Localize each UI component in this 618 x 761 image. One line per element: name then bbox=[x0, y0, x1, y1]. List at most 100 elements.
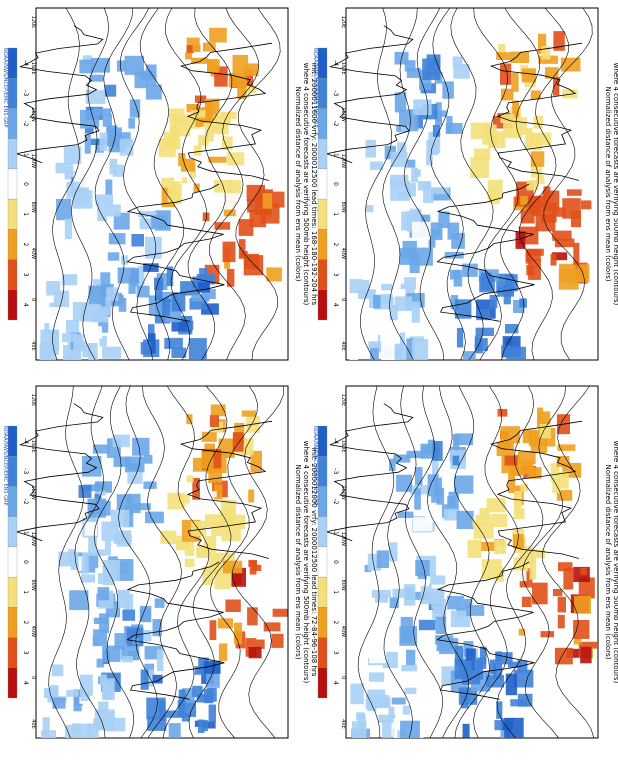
anomaly-cell bbox=[137, 265, 145, 286]
anomaly-cell bbox=[454, 299, 472, 319]
colorbar-tick-label: 1 bbox=[22, 590, 29, 594]
anomaly-cell bbox=[533, 115, 544, 129]
contour-line bbox=[209, 7, 259, 361]
anomaly-cell bbox=[113, 534, 132, 544]
anomaly-cell bbox=[392, 273, 405, 284]
anomaly-cell bbox=[167, 492, 185, 510]
colorbar-swatch bbox=[7, 168, 18, 200]
anomaly-cell bbox=[64, 171, 77, 180]
anomaly-cell bbox=[508, 661, 522, 668]
anomaly-cell bbox=[131, 503, 151, 511]
coastline bbox=[14, 25, 104, 164]
contour-line bbox=[382, 7, 418, 361]
longitude-ticks: 120E 160E 160W 120W 80W 40W 0 40E bbox=[340, 16, 346, 351]
colorbar-tick-label: 3 bbox=[22, 273, 29, 277]
colorbar-tick-label: 1 bbox=[22, 212, 29, 216]
anomaly-cell bbox=[370, 348, 379, 360]
coastline bbox=[489, 420, 583, 559]
panel-lower-right: 120E 160E 160W 120W 80W 40W 0 40E Normalized dis… bbox=[312, 385, 618, 739]
anomaly-cell bbox=[219, 111, 237, 119]
anomaly-cell bbox=[232, 432, 244, 452]
anomaly-cell bbox=[406, 450, 426, 459]
anomaly-cell bbox=[186, 45, 195, 53]
longitude-tick-label: 80W bbox=[340, 201, 346, 212]
anomaly-cell bbox=[129, 99, 141, 118]
anomaly-cell bbox=[500, 114, 515, 123]
anomaly-cell bbox=[239, 86, 257, 94]
anomaly-cell bbox=[475, 327, 494, 336]
anomaly-cell bbox=[192, 477, 200, 500]
anomaly-cell bbox=[155, 281, 163, 301]
anomaly-cell bbox=[573, 620, 590, 639]
anomaly-cell bbox=[365, 205, 374, 213]
longitude-tick-label: 40W bbox=[30, 626, 36, 637]
longitude-tick-label: 0 bbox=[30, 676, 36, 679]
contour-line bbox=[74, 385, 106, 739]
anomaly-cell bbox=[178, 153, 186, 167]
anomaly-cell bbox=[463, 598, 473, 609]
coastline bbox=[324, 25, 414, 164]
colorbar-swatch bbox=[317, 289, 328, 321]
anomaly-cell bbox=[552, 252, 568, 261]
anomaly-cell bbox=[98, 701, 109, 716]
panel-upper-left: 120E 160E 160W 120W 80W 40W 0 40E Normalized dis… bbox=[2, 7, 318, 361]
longitude-tick-label: 120W bbox=[30, 532, 36, 547]
anomaly-cell bbox=[95, 567, 103, 578]
longitude-tick-label: 160W bbox=[30, 107, 36, 122]
colorbar-swatch bbox=[317, 607, 328, 638]
anomaly-cell bbox=[489, 659, 496, 675]
contour-line bbox=[164, 7, 208, 361]
anomaly-cell bbox=[480, 541, 497, 551]
anomaly-cell bbox=[103, 560, 120, 581]
anomaly-cell bbox=[556, 456, 570, 467]
longitude-tick-label: 40W bbox=[340, 626, 346, 637]
anomaly-cell bbox=[382, 719, 392, 738]
colorbar-swatch bbox=[317, 198, 328, 230]
anomaly-cell bbox=[238, 239, 246, 259]
coastline bbox=[436, 183, 535, 322]
anomaly-cell bbox=[198, 134, 209, 152]
anomaly-cell bbox=[452, 56, 463, 67]
anomaly-cell bbox=[526, 248, 544, 256]
anomaly-cell bbox=[61, 274, 78, 286]
anomaly-cell bbox=[417, 571, 427, 580]
anomaly-cell bbox=[391, 343, 403, 351]
anomaly-cell bbox=[414, 247, 433, 266]
anomaly-cell bbox=[486, 498, 506, 513]
anomaly-cell bbox=[460, 694, 469, 709]
colorbar-swatch bbox=[7, 425, 18, 457]
anomaly-cell bbox=[93, 152, 109, 171]
anomaly-cell bbox=[365, 694, 373, 710]
contour-line bbox=[499, 7, 541, 361]
anomaly-cell bbox=[207, 59, 218, 73]
anomaly-cell bbox=[204, 514, 224, 528]
colorbar-tick-label: -4 bbox=[22, 60, 29, 66]
anomaly-cell bbox=[445, 123, 463, 134]
contour-line bbox=[232, 385, 284, 739]
anomaly-cell bbox=[117, 589, 127, 600]
colorbar-tick-label: -4 bbox=[22, 438, 29, 444]
anomaly-cell bbox=[563, 568, 574, 590]
longitude-tick-label: 40W bbox=[30, 248, 36, 259]
anomaly-cell bbox=[102, 346, 121, 359]
anomaly-cell bbox=[527, 467, 542, 479]
anomaly-cell bbox=[352, 721, 367, 738]
contour-line bbox=[404, 385, 444, 739]
anomaly-cell bbox=[203, 660, 221, 674]
longitude-tick-label: 160W bbox=[340, 107, 346, 122]
colorbar-tick-label: 4 bbox=[22, 681, 29, 685]
colorbar-swatch bbox=[7, 667, 18, 699]
contour-line bbox=[235, 7, 281, 361]
anomaly-cell bbox=[496, 701, 503, 719]
anomaly-cell bbox=[418, 619, 436, 631]
anomaly-cell bbox=[420, 583, 432, 605]
anomaly-cell bbox=[538, 33, 547, 54]
anomaly-cell bbox=[411, 301, 420, 323]
colorbar-swatch bbox=[317, 516, 328, 548]
anomaly-cell bbox=[95, 194, 114, 207]
height-contours bbox=[359, 7, 593, 361]
anomaly-cell bbox=[262, 193, 273, 209]
anomaly-cell bbox=[195, 112, 204, 127]
anomaly-cell bbox=[513, 300, 525, 313]
anomaly-cell bbox=[517, 693, 533, 707]
